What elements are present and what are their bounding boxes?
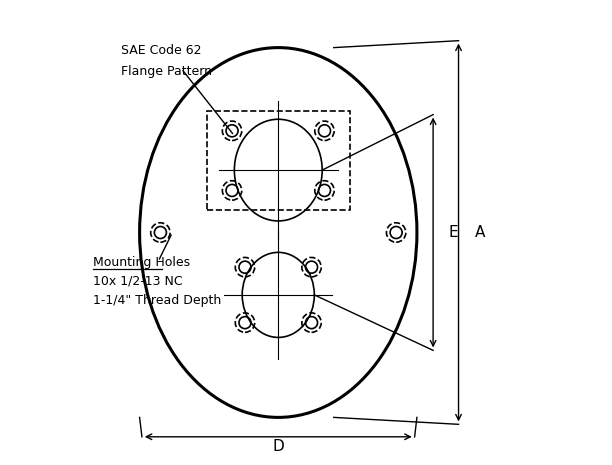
Text: 10x 1/2-13 NC: 10x 1/2-13 NC [94, 274, 183, 287]
Text: SAE Code 62: SAE Code 62 [121, 44, 201, 57]
Bar [207, 111, 350, 210]
Text: Mounting Holes: Mounting Holes [94, 257, 190, 270]
Text: E: E [449, 225, 458, 240]
Text: 1-1/4" Thread Depth: 1-1/4" Thread Depth [94, 293, 222, 306]
Text: A: A [475, 225, 485, 240]
Text: Flange Pattern: Flange Pattern [121, 65, 212, 78]
Text: D: D [272, 438, 284, 453]
